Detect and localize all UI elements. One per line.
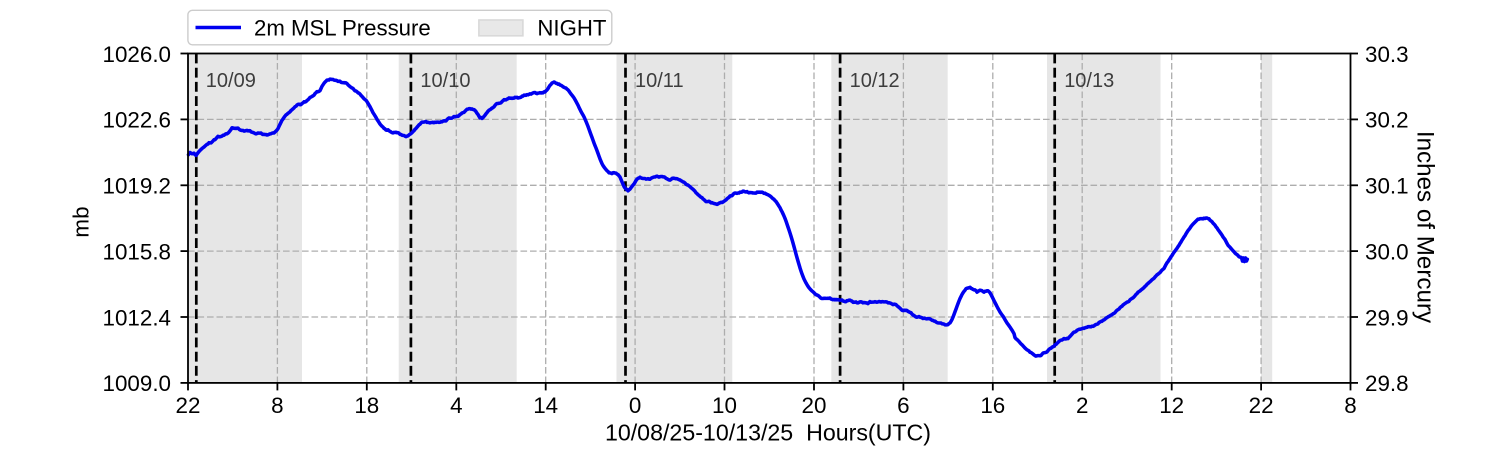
- svg-text:29.9: 29.9: [1365, 305, 1409, 330]
- svg-text:8: 8: [271, 393, 283, 418]
- svg-text:mb: mb: [69, 206, 94, 237]
- svg-text:1026.0: 1026.0: [103, 42, 171, 67]
- svg-text:NIGHT: NIGHT: [537, 15, 606, 40]
- svg-text:20: 20: [802, 393, 827, 418]
- svg-text:10/08/25-10/13/25 Hours(UTC): 10/08/25-10/13/25 Hours(UTC): [605, 420, 931, 446]
- svg-text:30.2: 30.2: [1365, 108, 1409, 133]
- svg-text:10/12: 10/12: [850, 70, 900, 92]
- svg-text:0: 0: [629, 393, 641, 418]
- svg-text:30.1: 30.1: [1365, 174, 1409, 199]
- svg-text:30.3: 30.3: [1365, 42, 1409, 67]
- svg-text:10: 10: [712, 393, 737, 418]
- svg-text:2m MSL Pressure: 2m MSL Pressure: [254, 15, 431, 40]
- svg-text:29.8: 29.8: [1365, 371, 1409, 396]
- svg-text:12: 12: [1159, 393, 1184, 418]
- svg-text:10/10: 10/10: [420, 70, 470, 92]
- svg-text:2: 2: [1076, 393, 1088, 418]
- svg-text:22: 22: [176, 393, 201, 418]
- svg-text:1012.4: 1012.4: [103, 305, 171, 330]
- svg-text:1019.2: 1019.2: [103, 174, 171, 199]
- svg-text:22: 22: [1249, 393, 1274, 418]
- svg-text:1022.6: 1022.6: [103, 108, 171, 133]
- svg-text:30.0: 30.0: [1365, 239, 1409, 264]
- svg-text:10/13: 10/13: [1064, 70, 1114, 92]
- svg-text:1015.8: 1015.8: [103, 239, 171, 264]
- svg-text:10/09: 10/09: [206, 70, 256, 92]
- svg-text:Inches of Mercury: Inches of Mercury: [1412, 131, 1439, 324]
- svg-text:18: 18: [354, 393, 379, 418]
- svg-text:14: 14: [533, 393, 558, 418]
- svg-text:6: 6: [897, 393, 909, 418]
- svg-text:4: 4: [450, 393, 462, 418]
- svg-text:10/11: 10/11: [635, 70, 684, 92]
- svg-text:1009.0: 1009.0: [103, 371, 171, 396]
- svg-text:8: 8: [1344, 393, 1356, 418]
- svg-text:16: 16: [980, 393, 1005, 418]
